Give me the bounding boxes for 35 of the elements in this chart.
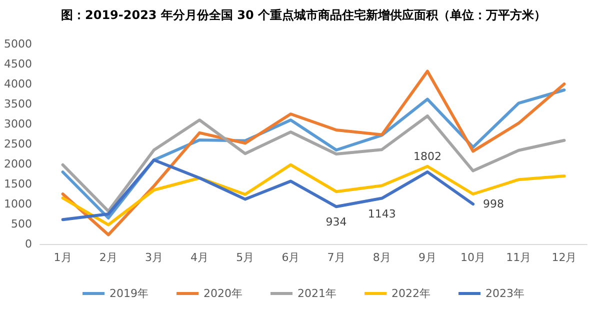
data-label: 998 [483, 198, 504, 211]
x-tick-label: 4月 [190, 251, 209, 264]
x-tick-label: 3月 [144, 251, 163, 264]
x-tick-label: 5月 [236, 251, 254, 264]
x-tick-label: 8月 [372, 251, 391, 264]
legend-label: 2020年 [204, 287, 243, 300]
legend-label: 2023年 [485, 287, 524, 300]
chart-title: 图：2019-2023 年分月份全国 30 个重点城市商品住宅新增供应面积（单位：万平方米） [60, 8, 546, 22]
y-tick-label: 1500 [4, 178, 32, 190]
y-tick-label: 1000 [4, 198, 32, 210]
x-tick-label: 12月 [552, 251, 577, 264]
data-label: 934 [326, 216, 347, 229]
x-tick-label: 7月 [327, 251, 346, 264]
y-tick-label: 0 [25, 238, 32, 250]
x-tick-label: 9月 [418, 251, 436, 264]
x-tick-label: 11月 [506, 251, 532, 264]
x-tick-label: 10月 [460, 251, 486, 264]
x-tick-label: 6月 [282, 251, 300, 264]
y-tick-label: 500 [11, 218, 32, 230]
y-tick-label: 4500 [4, 58, 32, 70]
data-label: 1802 [413, 150, 442, 163]
line-series [61, 70, 566, 236]
legend-label: 2019年 [110, 287, 149, 300]
x-tick-label: 2月 [99, 251, 118, 264]
line-series [61, 163, 566, 226]
y-tick-label: 2000 [4, 158, 32, 170]
data-label: 1143 [368, 207, 396, 220]
x-tick-label: 1月 [54, 251, 72, 264]
legend-label: 2021年 [298, 287, 337, 300]
y-tick-label: 4000 [4, 78, 32, 90]
y-tick-label: 5000 [4, 38, 32, 50]
y-tick-label: 3500 [4, 98, 32, 110]
y-tick-label: 2500 [4, 138, 32, 150]
y-tick-label: 3000 [4, 118, 32, 130]
legend-label: 2022年 [391, 287, 430, 300]
